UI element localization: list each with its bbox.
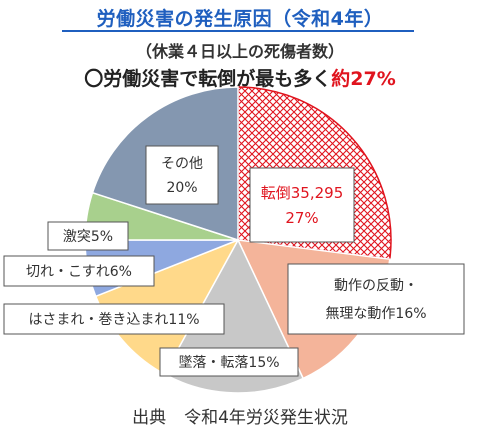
label-text: 動作の反動・ xyxy=(334,278,418,294)
slice-label-1: 転倒35,295 27% xyxy=(249,167,355,243)
label-text: はさまれ・巻き込まれ11% xyxy=(28,312,199,328)
label-box xyxy=(159,347,299,377)
label-box xyxy=(249,167,355,243)
headline-highlight: 約27% xyxy=(331,68,396,90)
label-box xyxy=(287,263,465,335)
label-text: 27% xyxy=(285,209,318,227)
source-note: 出典 令和4年労災発生状況 xyxy=(0,403,480,428)
label-text: 墜落・転落15% xyxy=(178,355,279,371)
chart-subtitle: （休業４日以上の死傷者数） xyxy=(135,42,344,61)
label-text: 切れ・こすれ6% xyxy=(26,264,132,280)
headline: 〇労働災害で転倒が最も多く約27% xyxy=(0,64,480,91)
label-box xyxy=(47,221,129,251)
source-label: 出典 xyxy=(132,408,167,428)
slice-label-5: 切れ・こすれ6% xyxy=(3,255,155,287)
label-box xyxy=(3,303,225,335)
headline-prefix: 〇労働災害で転倒が最も多く xyxy=(84,68,332,90)
label-box xyxy=(145,145,219,205)
source-text: 令和4年労災発生状況 xyxy=(184,408,348,428)
slice-label-4: はさまれ・巻き込まれ11% xyxy=(3,303,225,335)
label-text: その他 xyxy=(161,156,203,172)
label-text: 20% xyxy=(166,180,197,196)
label-text: 激突5% xyxy=(63,228,113,245)
label-box xyxy=(3,255,155,287)
label-text: 転倒35,295 xyxy=(261,184,344,202)
slice-label-3: 墜落・転落15% xyxy=(159,347,299,377)
slice-label-2: 動作の反動・無理な動作16% xyxy=(287,263,465,335)
slice-label-7: その他 20% xyxy=(145,145,219,205)
label-text: 無理な動作16% xyxy=(325,306,426,322)
slice-label-6: 激突5% xyxy=(47,221,129,251)
title-underline xyxy=(62,30,414,32)
chart-title: 労働災害の発生原因（令和4年） xyxy=(96,8,384,30)
slice-labels: 転倒35,295 27% 動作の反動・無理な動作16% 墜落・転落15% はさまれ・巻き… xyxy=(3,145,465,377)
